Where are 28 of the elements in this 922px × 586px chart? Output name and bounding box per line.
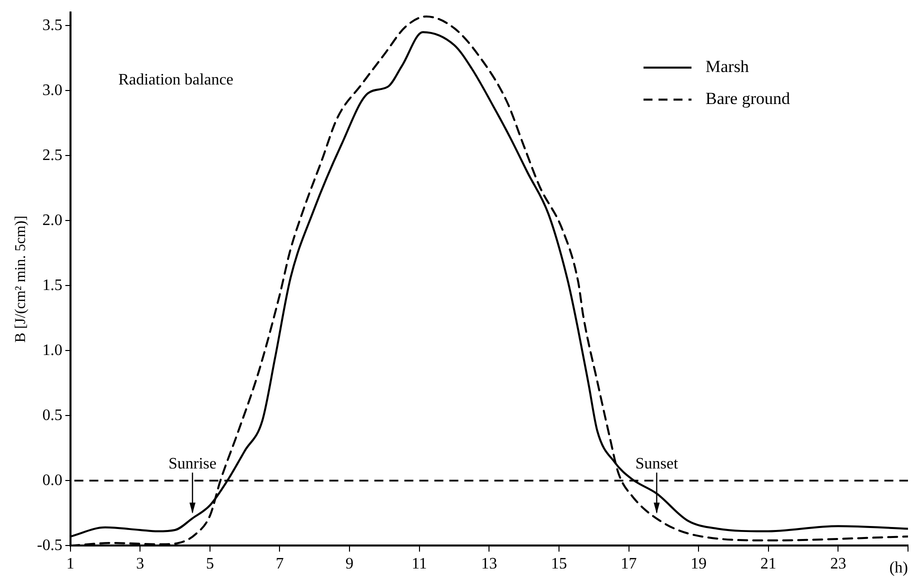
y-tick-label: 1.5 (42, 276, 62, 294)
y-tick-label: 3.0 (42, 82, 62, 99)
x-tick-label: 21 (760, 555, 776, 572)
x-tick-label: 5 (206, 555, 214, 572)
x-tick-label: 17 (620, 555, 637, 572)
x-tick-label: 7 (276, 555, 284, 572)
x-tick-label: 19 (690, 555, 707, 572)
x-tick-label: 13 (481, 555, 498, 572)
annotation: Sunset (635, 456, 679, 473)
x-tick-label: 1 (66, 555, 74, 572)
x-tick-label: 9 (346, 555, 354, 572)
x-tick-label: 11 (412, 555, 428, 572)
y-tick-label: 1.0 (42, 342, 62, 359)
y-tick-label: 2.5 (42, 146, 62, 164)
annotation: Sunrise (168, 456, 216, 473)
x-axis-title: (h) (889, 560, 908, 577)
y-tick-label: 3.5 (42, 16, 62, 34)
y-tick-label: 0.5 (42, 406, 62, 424)
x-tick-label: 3 (136, 555, 144, 572)
y-tick-label: 0.0 (42, 472, 62, 489)
legend-label: Marsh (706, 57, 750, 76)
legend-label: Bare ground (706, 89, 790, 108)
y-tick-label: -0.5 (37, 536, 62, 554)
x-tick-label: 23 (830, 555, 846, 572)
x-tick-label: 15 (550, 555, 567, 572)
annotation: Radiation balance (118, 72, 234, 89)
y-axis-title: B [J/(cm² min. 5cm)] (12, 216, 29, 343)
y-tick-label: 2.0 (42, 212, 62, 229)
